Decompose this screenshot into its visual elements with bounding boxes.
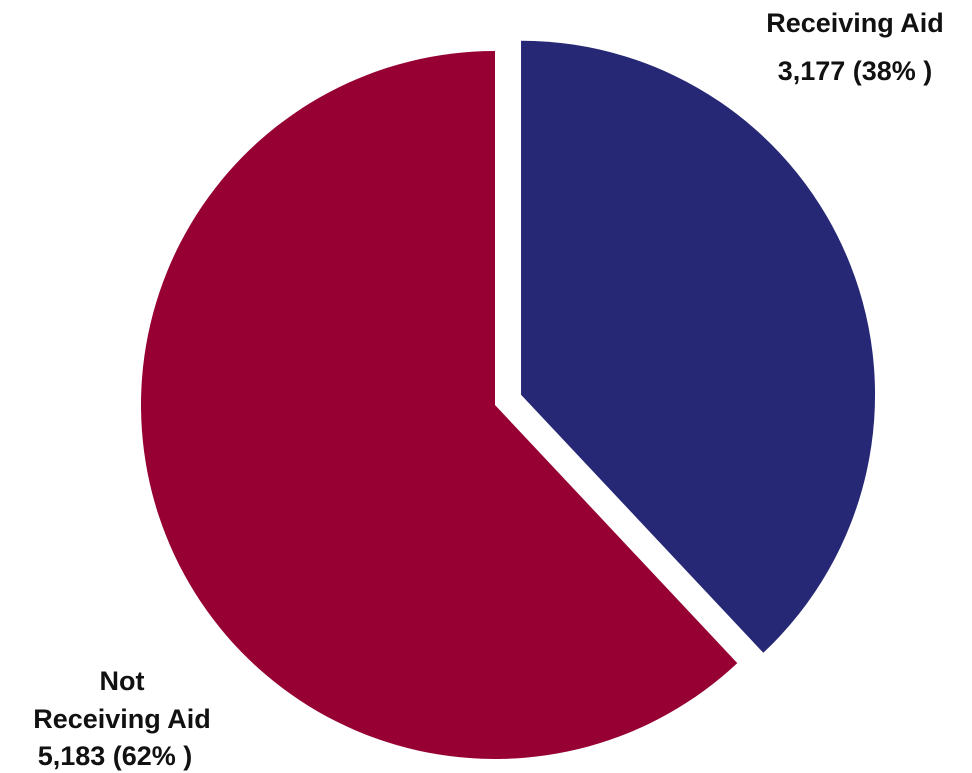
- slices-layer: [140, 40, 876, 759]
- label-not-receiving-aid-line1: Not: [100, 666, 145, 696]
- pie-slice-not-receiving-aid: [140, 51, 738, 759]
- label-not-receiving-aid-value: 5,183 (62% ): [38, 741, 193, 771]
- label-receiving-aid-value: 3,177 (38% ): [778, 56, 933, 86]
- label-receiving-aid-name: Receiving Aid: [766, 8, 944, 38]
- label-receiving-aid: Receiving Aid 3,177 (38% ): [766, 8, 944, 86]
- label-not-receiving-aid: Not Receiving Aid 5,183 (62% ): [33, 666, 211, 771]
- label-not-receiving-aid-line2: Receiving Aid: [33, 704, 211, 734]
- pie-slice-receiving-aid: [521, 40, 876, 653]
